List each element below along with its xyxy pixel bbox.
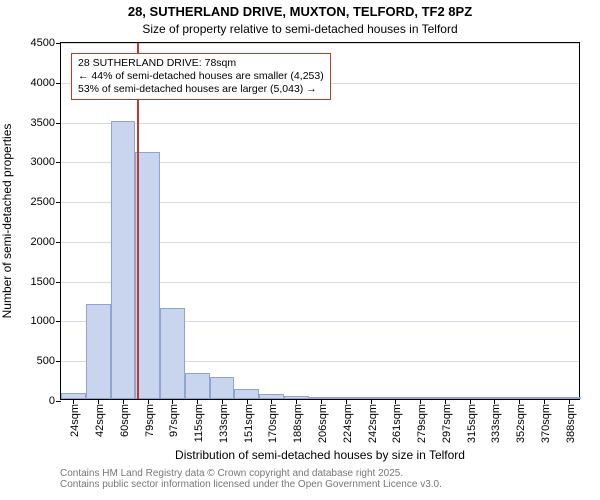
xtick-label: 79sqm	[144, 404, 156, 437]
ytick-mark	[56, 123, 61, 124]
x-axis-label: Distribution of semi-detached houses by …	[60, 448, 580, 462]
xtick-label: 24sqm	[69, 404, 81, 437]
xtick-label: 188sqm	[292, 404, 304, 443]
xtick-label: 170sqm	[267, 404, 279, 443]
xtick-label: 333sqm	[490, 404, 502, 443]
ytick-mark	[56, 321, 61, 322]
xtick-label: 352sqm	[515, 404, 527, 443]
xtick-label: 297sqm	[441, 404, 453, 443]
ytick-label: 0	[49, 395, 55, 407]
y-axis-label: Number of semi-detached properties	[0, 124, 14, 319]
ytick-mark	[56, 242, 61, 243]
footer-line2: Contains public sector information licen…	[60, 479, 442, 490]
chart-footer: Contains HM Land Registry data © Crown c…	[60, 468, 442, 490]
chart-container: 28, SUTHERLAND DRIVE, MUXTON, TELFORD, T…	[0, 0, 600, 500]
ytick-mark	[56, 282, 61, 283]
xtick-label: 242sqm	[367, 404, 379, 443]
ytick-label: 500	[37, 355, 55, 367]
xtick-label: 115sqm	[193, 404, 205, 442]
ytick-label: 3500	[31, 117, 55, 129]
xtick-label: 261sqm	[391, 404, 403, 443]
histogram-bar	[210, 377, 235, 399]
xtick-label: 133sqm	[218, 404, 230, 443]
histogram-bar	[160, 308, 185, 399]
xtick-label: 224sqm	[342, 404, 354, 443]
ytick-label: 4500	[31, 37, 55, 49]
xtick-label: 151sqm	[243, 404, 255, 443]
ytick-mark	[56, 202, 61, 203]
histogram-bar	[111, 121, 136, 399]
ytick-mark	[56, 162, 61, 163]
chart-subtitle: Size of property relative to semi-detach…	[0, 22, 600, 36]
ytick-label: 2000	[31, 236, 55, 248]
ytick-label: 4000	[31, 77, 55, 89]
ytick-mark	[56, 401, 61, 402]
histogram-bar	[234, 389, 259, 399]
ytick-label: 2500	[31, 196, 55, 208]
xtick-label: 97sqm	[168, 404, 180, 437]
histogram-bar	[86, 304, 111, 399]
xtick-label: 206sqm	[317, 404, 329, 443]
ytick-label: 1000	[31, 315, 55, 327]
xtick-label: 279sqm	[416, 404, 428, 443]
xtick-label: 42sqm	[94, 404, 106, 437]
annotation-line1: 28 SUTHERLAND DRIVE: 78sqm	[78, 57, 324, 70]
xtick-label: 370sqm	[540, 404, 552, 443]
ytick-mark	[56, 361, 61, 362]
ytick-mark	[56, 83, 61, 84]
annotation-line2: ← 44% of semi-detached houses are smalle…	[78, 70, 324, 83]
ytick-label: 1500	[31, 276, 55, 288]
xtick-label: 388sqm	[565, 404, 577, 443]
chart-title: 28, SUTHERLAND DRIVE, MUXTON, TELFORD, T…	[0, 4, 600, 19]
ytick-mark	[56, 43, 61, 44]
xtick-label: 60sqm	[119, 404, 131, 437]
reference-annotation: 28 SUTHERLAND DRIVE: 78sqm ← 44% of semi…	[71, 53, 331, 100]
footer-line1: Contains HM Land Registry data © Crown c…	[60, 468, 442, 479]
ytick-label: 3000	[31, 156, 55, 168]
xtick-label: 315sqm	[466, 404, 478, 443]
annotation-line3: 53% of semi-detached houses are larger (…	[78, 83, 324, 96]
histogram-bar	[185, 373, 210, 399]
